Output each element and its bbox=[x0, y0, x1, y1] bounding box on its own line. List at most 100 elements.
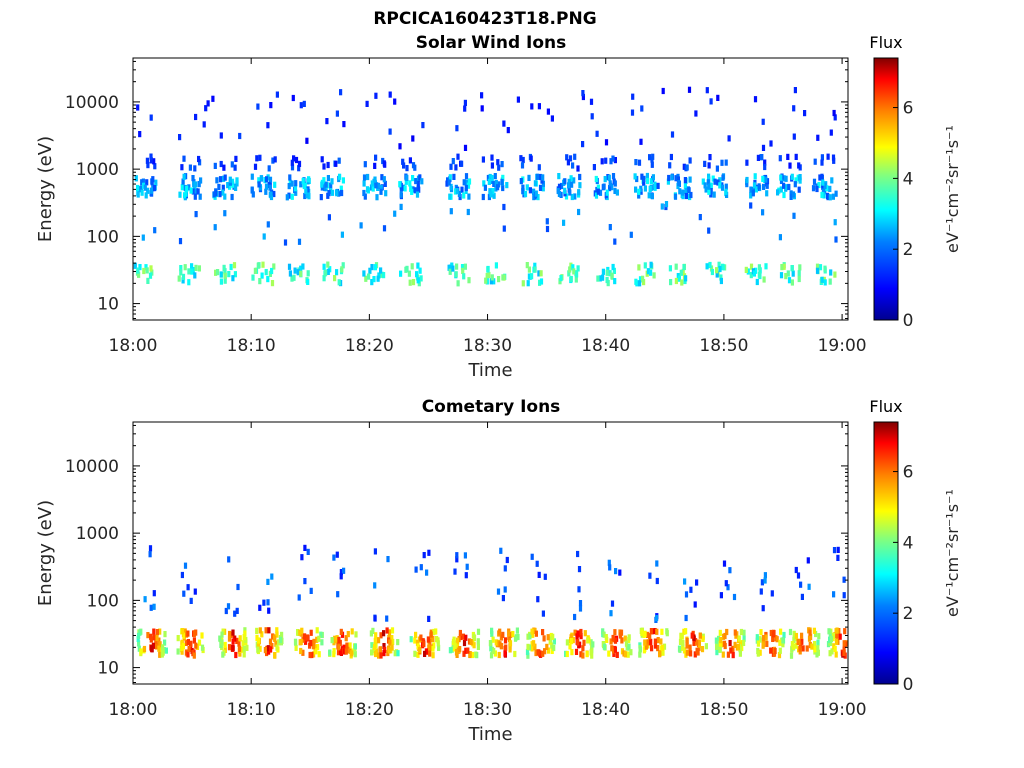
heatmap-cell bbox=[192, 630, 196, 637]
heatmap-cell bbox=[642, 631, 646, 638]
heatmap-cell bbox=[480, 105, 484, 112]
heatmap-cell bbox=[190, 263, 194, 270]
heatmap-cell bbox=[306, 186, 310, 193]
heatmap-cell bbox=[646, 268, 650, 275]
heatmap-cell bbox=[363, 193, 367, 200]
heatmap-cell bbox=[373, 548, 377, 555]
heatmap-cell bbox=[618, 569, 622, 576]
heatmap-cell bbox=[603, 176, 607, 183]
heatmap-cell bbox=[764, 263, 768, 270]
heatmap-cell bbox=[374, 154, 378, 161]
heatmap-cell bbox=[476, 628, 481, 635]
heatmap-cell bbox=[379, 188, 383, 195]
heatmap-cell bbox=[272, 263, 276, 270]
heatmap-cell bbox=[275, 627, 279, 634]
heatmap-cell bbox=[267, 607, 271, 614]
heatmap-cell bbox=[489, 191, 493, 198]
heatmap-cell bbox=[703, 160, 707, 167]
heatmap-cell bbox=[272, 190, 276, 198]
heatmap-cell bbox=[382, 272, 386, 279]
heatmap-cell bbox=[640, 629, 644, 636]
heatmap-cell bbox=[815, 185, 819, 193]
heatmap-cell bbox=[596, 275, 600, 282]
heatmap-cell bbox=[268, 176, 273, 183]
heatmap-cell bbox=[144, 264, 148, 271]
heatmap-cell bbox=[149, 114, 153, 121]
heatmap-cell bbox=[505, 182, 509, 189]
heatmap-cell bbox=[332, 639, 336, 646]
heatmap-cell bbox=[504, 644, 508, 651]
heatmap-cell bbox=[521, 184, 525, 191]
heatmap-cell bbox=[287, 192, 291, 199]
heatmap-cell bbox=[340, 266, 344, 273]
heatmap-cell bbox=[662, 643, 667, 650]
heatmap-cell bbox=[638, 280, 642, 287]
heatmap-cell bbox=[223, 272, 227, 279]
heatmap-cell bbox=[615, 189, 619, 196]
heatmap-cell bbox=[515, 627, 519, 634]
heatmap-cell bbox=[541, 174, 545, 181]
heatmap-cell bbox=[268, 191, 272, 198]
heatmap-cell bbox=[602, 631, 606, 638]
heatmap-cell bbox=[602, 643, 606, 650]
y-tick-label: 1000 bbox=[76, 160, 119, 180]
heatmap-cell bbox=[223, 268, 227, 275]
heatmap-cell bbox=[791, 270, 795, 277]
heatmap-cell bbox=[456, 153, 460, 160]
heatmap-cell bbox=[180, 164, 184, 171]
heatmap-cell bbox=[683, 177, 687, 184]
heatmap-cell bbox=[503, 650, 507, 657]
panel-title: Solar Wind Ions bbox=[416, 33, 567, 53]
heatmap-cell bbox=[645, 172, 649, 180]
heatmap-cell bbox=[828, 636, 832, 643]
heatmap-cell bbox=[188, 164, 192, 171]
heatmap-cell bbox=[371, 627, 375, 634]
heatmap-cell bbox=[653, 638, 657, 645]
heatmap-cell bbox=[383, 180, 387, 187]
heatmap-cell bbox=[299, 265, 303, 272]
heatmap-cell bbox=[649, 638, 653, 645]
heatmap-cell bbox=[413, 637, 417, 644]
heatmap-cell bbox=[681, 644, 685, 651]
heatmap-cell bbox=[350, 628, 354, 635]
heatmap-cell bbox=[464, 184, 468, 192]
heatmap-cell bbox=[158, 641, 162, 648]
heatmap-cell bbox=[346, 631, 350, 638]
heatmap-cell bbox=[415, 639, 420, 646]
heatmap-cell bbox=[648, 185, 652, 192]
heatmap-cell bbox=[532, 640, 536, 647]
heatmap-cell bbox=[728, 567, 732, 574]
heatmap-cell bbox=[463, 263, 467, 270]
heatmap-cell bbox=[233, 271, 237, 278]
heatmap-cell bbox=[447, 264, 451, 271]
heatmap-cell bbox=[455, 556, 459, 563]
heatmap-cell bbox=[450, 646, 454, 653]
heatmap-cell bbox=[709, 191, 713, 198]
heatmap-cell bbox=[294, 180, 298, 187]
heatmap-cell bbox=[595, 130, 599, 137]
heatmap-cell bbox=[154, 643, 158, 650]
heatmap-cell bbox=[404, 178, 408, 185]
heatmap-cell bbox=[666, 178, 670, 185]
heatmap-cell bbox=[422, 552, 426, 559]
heatmap-cell bbox=[304, 638, 308, 645]
heatmap-cell bbox=[612, 650, 616, 657]
y-tick-label: 10000 bbox=[65, 93, 119, 113]
heatmap-cell bbox=[742, 639, 746, 646]
heatmap-cell bbox=[661, 644, 665, 651]
colorbar-unit: eV⁻¹cm⁻²sr⁻¹s⁻¹ bbox=[943, 125, 962, 253]
heatmap-cell bbox=[275, 631, 279, 638]
heatmap-cell bbox=[401, 158, 405, 165]
heatmap-cell bbox=[782, 191, 786, 199]
plot-frame bbox=[132, 57, 849, 321]
heatmap-cell bbox=[310, 651, 314, 659]
heatmap-cell bbox=[568, 266, 572, 273]
heatmap-cell bbox=[715, 271, 719, 278]
x-tick-label: 18:20 bbox=[345, 336, 394, 356]
heatmap-cell bbox=[775, 636, 779, 643]
heatmap-cell bbox=[749, 192, 753, 199]
heatmap-cell bbox=[294, 639, 298, 646]
heatmap-cell bbox=[334, 160, 338, 167]
heatmap-cell bbox=[485, 272, 489, 280]
heatmap-cell bbox=[199, 177, 203, 184]
